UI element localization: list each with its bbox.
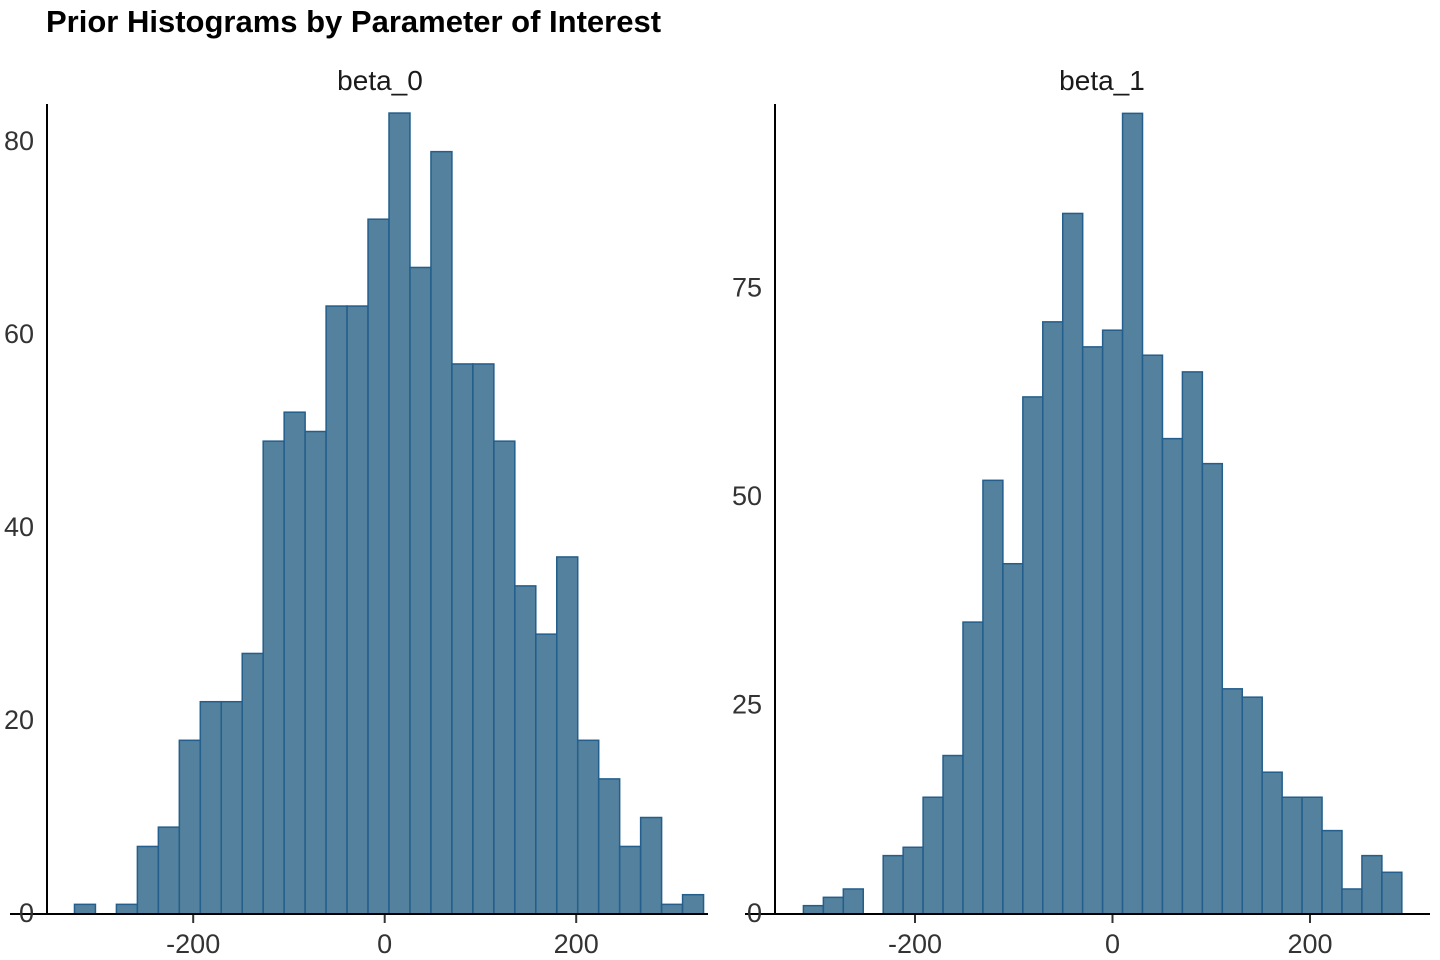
histogram-bar — [409, 266, 432, 915]
y-tick-label: 0 — [747, 898, 762, 928]
histogram-bar — [822, 896, 845, 915]
histogram-bar — [802, 904, 825, 915]
histogram-bar — [1081, 346, 1104, 915]
histogram-bar — [842, 888, 865, 915]
x-tick-label: 200 — [554, 929, 599, 959]
y-tick-label: 20 — [4, 705, 34, 735]
histogram-bar — [1121, 112, 1144, 915]
histogram-bar — [1061, 212, 1084, 915]
histogram-bar — [1221, 688, 1244, 915]
histogram-bar — [1241, 696, 1263, 915]
histogram-bar — [922, 796, 944, 915]
histogram-bar — [942, 754, 964, 915]
histogram-bar — [1381, 871, 1403, 915]
histogram-bar — [1101, 329, 1124, 915]
histogram-bar — [430, 150, 453, 915]
histogram-bar — [199, 700, 223, 915]
histogram-bar — [1022, 396, 1044, 915]
histogram-bar — [262, 440, 285, 915]
y-tick-label: 40 — [4, 512, 34, 542]
histogram-bar — [882, 854, 904, 915]
histogram-bar — [1002, 562, 1024, 915]
x-tick-label: 0 — [1105, 929, 1120, 959]
histogram-bar — [1141, 354, 1164, 915]
histogram-bar — [136, 845, 160, 915]
histogram-bar — [597, 778, 621, 915]
x-tick-label: 200 — [1287, 929, 1332, 959]
x-tick-label: 0 — [377, 929, 392, 959]
histogram-bar — [514, 585, 537, 915]
histogram-bar — [1281, 796, 1303, 915]
histogram-bar — [681, 893, 705, 915]
histogram-bar — [556, 556, 579, 915]
histogram-bar — [1361, 854, 1383, 915]
histogram-bar — [346, 305, 369, 915]
histogram-bar — [535, 633, 558, 915]
y-tick-label: 50 — [732, 481, 762, 511]
histogram-bar — [325, 305, 348, 915]
histogram-bar — [639, 816, 663, 915]
histogram-bar — [178, 739, 202, 915]
histogram-panel-beta_0: beta_0 -200 0 200 0 20 40 60 80 — [4, 65, 708, 959]
y-tick-label: 60 — [4, 319, 34, 349]
y-tick-label: 75 — [732, 273, 762, 303]
panel-title: beta_0 — [337, 65, 423, 96]
histogram-bar — [1321, 829, 1343, 915]
histogram-bar — [1341, 888, 1363, 915]
histogram-bar — [1301, 796, 1323, 915]
histogram-bar — [283, 411, 306, 915]
y-tick-label: 80 — [4, 126, 34, 156]
histogram-bar — [1181, 371, 1204, 915]
histogram-bar — [388, 112, 411, 915]
x-tick-label: -200 — [888, 929, 942, 959]
histogram-bar — [472, 363, 495, 915]
histogram-bar — [220, 700, 243, 915]
y-tick-label: 25 — [732, 690, 762, 720]
histogram-bar — [241, 652, 264, 915]
panel-title: beta_1 — [1059, 65, 1145, 96]
histogram-bar — [1161, 437, 1184, 915]
histogram-bar — [1042, 321, 1064, 915]
histogram-bar — [660, 903, 684, 915]
histogram-bar — [367, 218, 390, 915]
histogram-bar — [73, 903, 97, 915]
histogram-bar — [304, 430, 327, 915]
histogram-bar — [902, 846, 924, 915]
histogram-bar — [982, 479, 1004, 915]
histogram-bar — [157, 826, 181, 915]
histogram-bar — [451, 363, 474, 915]
histogram-bar — [115, 903, 139, 915]
y-tick-label: 0 — [19, 898, 34, 928]
histogram-bar — [1201, 462, 1224, 915]
histogram-bar — [1261, 771, 1283, 915]
figure-title: Prior Histograms by Parameter of Interes… — [46, 4, 662, 39]
histogram-bar — [576, 739, 600, 915]
histogram-bar — [493, 440, 516, 915]
histogram-bar — [618, 845, 642, 915]
histogram-bar — [962, 621, 984, 915]
histogram-panel-beta_1: beta_1 -200 0 200 0 25 50 75 — [732, 65, 1430, 959]
x-tick-label: -200 — [166, 929, 220, 959]
